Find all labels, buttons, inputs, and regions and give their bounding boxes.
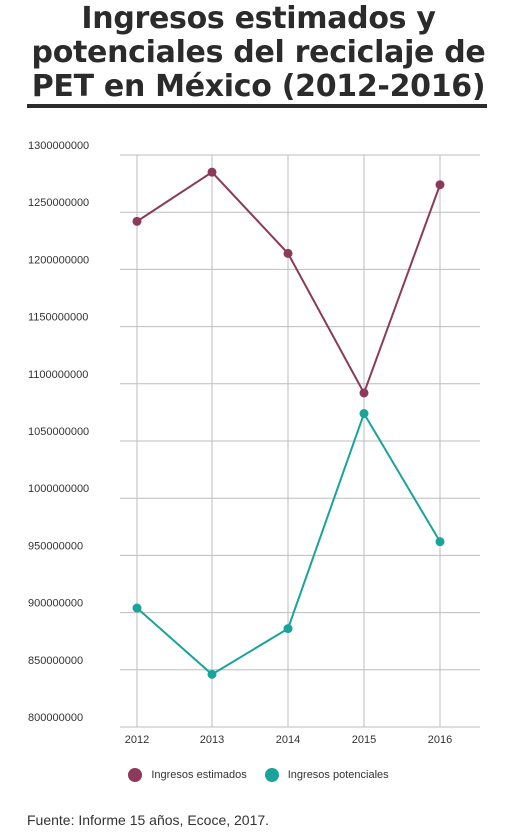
y-tick-label: 1000000000 xyxy=(28,483,89,495)
title-underline xyxy=(27,104,487,108)
data-point xyxy=(207,167,217,177)
x-axis-ticks: 2012 2013 2014 2015 2016 xyxy=(125,734,452,746)
source-note: Fuente: Informe 15 años, Ecoce, 2017. xyxy=(27,812,270,828)
data-point xyxy=(283,248,293,258)
x-tick-label: 2015 xyxy=(352,734,376,746)
series-points xyxy=(132,167,445,679)
x-tick-label: 2012 xyxy=(125,734,149,746)
y-tick-label: 800000000 xyxy=(28,712,83,724)
legend-label: Ingresos potenciales xyxy=(287,769,389,781)
data-point xyxy=(359,409,369,419)
y-tick-label: 1200000000 xyxy=(28,254,89,266)
y-tick-label: 900000000 xyxy=(28,598,83,610)
chart-title: Ingresos estimados y potenciales del rec… xyxy=(31,1,486,104)
y-tick-label: 950000000 xyxy=(28,540,83,552)
data-point xyxy=(359,388,369,398)
data-point xyxy=(435,180,445,190)
y-axis-ticks: 800000000 850000000 900000000 950000000 1000… xyxy=(28,140,89,724)
data-point xyxy=(132,216,142,226)
data-point xyxy=(132,603,142,613)
y-tick-label: 1050000000 xyxy=(28,426,89,438)
x-tick-label: 2016 xyxy=(428,734,452,746)
legend-swatch xyxy=(128,768,143,782)
legend: Ingresos estimados Ingresos potenciales xyxy=(0,768,517,785)
data-point xyxy=(207,669,217,679)
y-tick-label: 850000000 xyxy=(28,655,83,667)
legend-label: Ingresos estimados xyxy=(151,769,247,781)
legend-item: Ingresos potenciales xyxy=(264,768,389,782)
data-point xyxy=(283,624,293,634)
legend-item: Ingresos estimados xyxy=(128,768,247,782)
y-tick-label: 1250000000 xyxy=(28,197,89,209)
y-tick-label: 1150000000 xyxy=(28,312,88,324)
x-tick-label: 2013 xyxy=(200,734,224,746)
grid xyxy=(120,154,480,728)
x-tick-label: 2014 xyxy=(276,734,300,746)
y-tick-label: 1300000000 xyxy=(28,140,89,152)
legend-swatch xyxy=(264,768,279,782)
y-tick-label: 1100000000 xyxy=(28,369,88,381)
line-chart: 800000000 850000000 900000000 950000000 1000… xyxy=(28,140,480,746)
data-point xyxy=(435,537,445,547)
